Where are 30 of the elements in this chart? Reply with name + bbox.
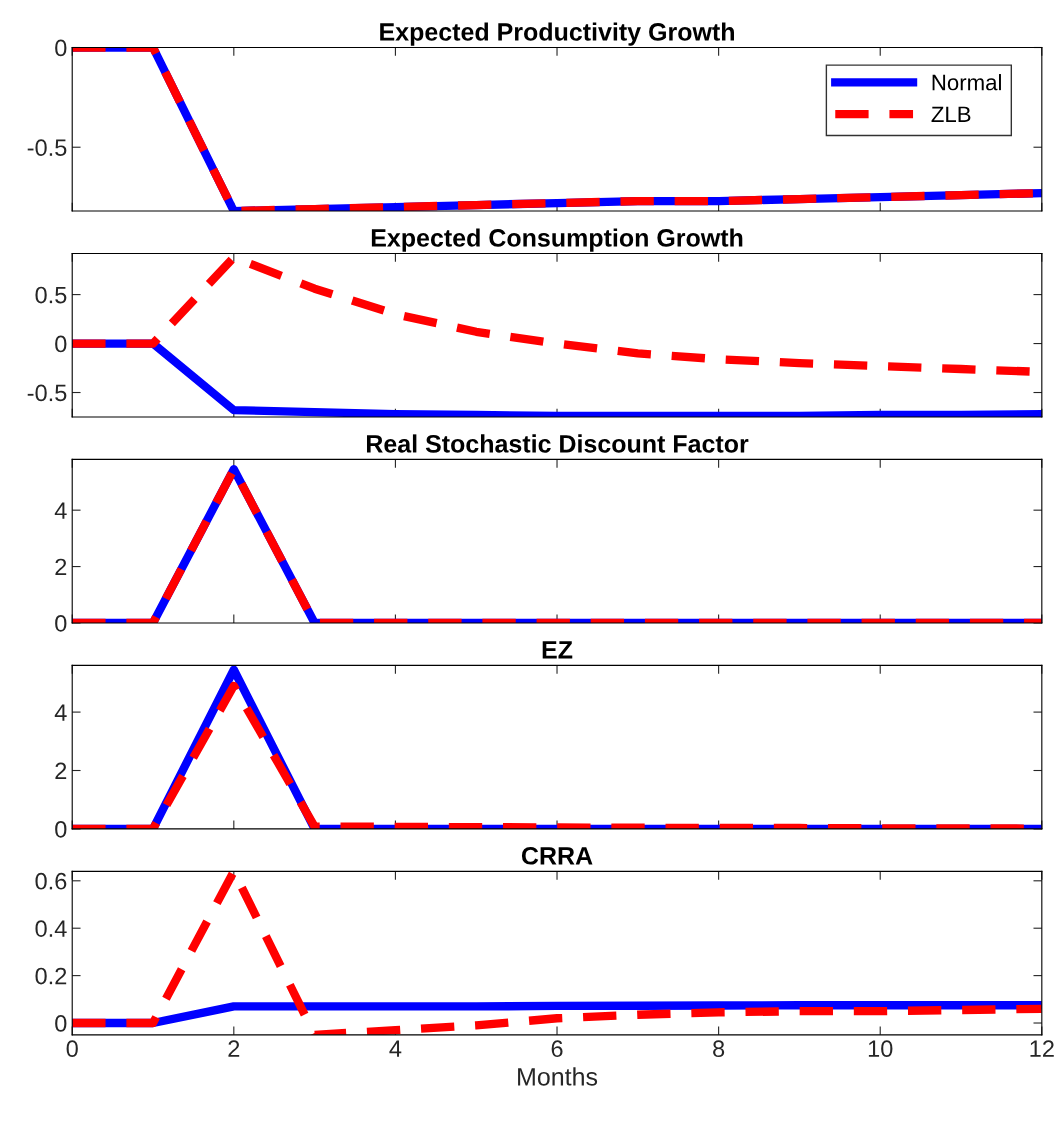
x-tick-label: 10 [868,1040,893,1058]
chart-title: Real Stochastic Discount Factor [366,434,749,453]
chart-title: CRRA [521,846,593,865]
y-tick-label: 2 [55,558,67,576]
y-tick-label: 4 [54,704,67,721]
x-axis-title: Months [518,1067,598,1086]
x-tick-label: 2 [228,1040,240,1057]
legend-label: Normal [932,74,1001,91]
x-tick-label: 12 [1030,1040,1054,1057]
y-tick-label: 2 [55,762,67,780]
x-tick-label: 4 [389,1040,402,1057]
chart-title: Expected Productivity Growth [380,22,734,46]
chart-title: Expected Consumption Growth [371,228,743,252]
y-tick-label: 4 [54,502,67,519]
y-tick-label: 0 [55,1015,67,1032]
y-tick-label: 0 [55,615,67,632]
x-tick-label: 8 [713,1040,725,1058]
y-tick-label: 0 [55,39,67,57]
y-tick-label: 0 [55,335,67,353]
y-tick-label: 0.4 [35,920,67,937]
y-tick-label: -0.5 [27,139,67,157]
x-tick-label: 6 [551,1040,563,1058]
y-tick-label: 0 [55,820,67,838]
y-tick-label: -0.5 [27,384,67,402]
y-tick-label: 0.2 [35,967,67,985]
y-tick-label: 0.5 [35,286,67,304]
y-tick-label: 0.6 [35,872,67,890]
x-tick-label: 0 [66,1040,78,1058]
legend-label: ZLB [931,106,971,122]
chart-title: EZ [542,641,573,659]
